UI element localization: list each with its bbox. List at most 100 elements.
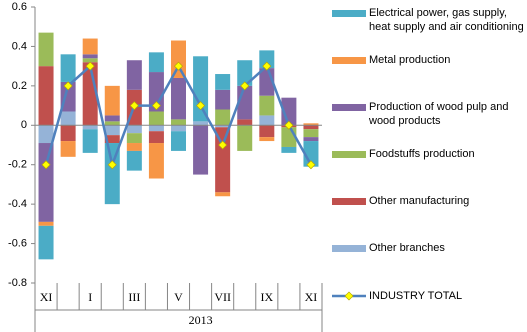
bar-segment <box>259 95 275 116</box>
bar-segment <box>303 137 319 142</box>
legend-swatch <box>332 291 366 301</box>
bar-segment <box>104 85 120 116</box>
bar-segment <box>148 125 164 132</box>
bar-segment <box>193 121 209 126</box>
legend-label: Metal production <box>369 54 451 66</box>
bar-segment <box>281 146 297 153</box>
bar-segment <box>148 143 164 179</box>
y-tick-label: 0.6 <box>12 1 27 13</box>
bar-segment <box>171 131 186 151</box>
x-tick-label: III <box>128 290 140 304</box>
bar-segment <box>104 135 120 144</box>
legend-label: Other branches <box>369 242 445 254</box>
legend-swatch <box>332 151 366 158</box>
bar-segment <box>215 74 231 90</box>
bar-segment <box>60 54 76 82</box>
bar-segment <box>38 32 54 67</box>
bar-segment <box>126 133 142 144</box>
y-tick-label: -0.6 <box>8 237 27 249</box>
total-marker <box>284 120 294 130</box>
bar-segment <box>104 121 120 126</box>
y-tick-label: -0.8 <box>8 277 27 289</box>
x-tick-label: V <box>174 290 183 304</box>
y-tick-label: 0.2 <box>12 80 27 92</box>
total-marker <box>240 81 250 91</box>
bar-segment <box>148 72 164 112</box>
bar-segment <box>215 109 231 126</box>
bar-segment <box>38 221 54 226</box>
legend-swatch <box>332 57 366 64</box>
bar-segment <box>126 143 142 151</box>
total-marker <box>63 81 73 91</box>
x-tick-label: IX <box>260 290 273 304</box>
bar-segment <box>259 137 275 142</box>
bar-segment <box>82 54 98 59</box>
legend-label: Electrical power, gas supply, heat suppl… <box>369 7 524 33</box>
legend-label: INDUSTRY TOTAL <box>369 290 463 302</box>
total-marker <box>85 61 95 71</box>
total-marker <box>151 101 161 111</box>
bar-segment <box>215 127 231 193</box>
bar-segment <box>259 125 275 138</box>
bar-segment <box>60 81 76 112</box>
bar-segment <box>60 141 76 157</box>
total-marker <box>306 160 316 170</box>
bar-segment <box>215 192 231 197</box>
x-tick-label: VII <box>214 290 231 304</box>
bar-segment <box>215 125 231 128</box>
bar-segment <box>82 38 98 55</box>
bar-segment <box>259 115 275 126</box>
x-group-label: 2013 <box>189 313 213 327</box>
bar-segment <box>82 58 98 63</box>
total-marker <box>129 101 139 111</box>
bar-segment <box>104 115 120 122</box>
legend-swatch <box>332 10 366 17</box>
legend-swatch <box>332 245 366 252</box>
y-tick-label: -0.2 <box>8 159 27 171</box>
bar-segment <box>38 125 54 144</box>
bar-segment <box>104 143 120 205</box>
legend-label: Other manufacturing <box>369 195 470 207</box>
x-tick-label: XI <box>305 290 318 304</box>
bar-segment <box>148 52 164 73</box>
legend-label: Foodstuffs production <box>369 148 475 160</box>
bar-segment <box>259 50 275 69</box>
bar-segment <box>82 129 98 153</box>
bar-segment <box>60 125 76 142</box>
total-marker <box>218 140 228 150</box>
bar-segment <box>38 66 54 126</box>
bar-segment <box>237 60 253 86</box>
bar-segment <box>215 89 231 110</box>
bar-segment <box>126 150 142 171</box>
bar-segment <box>237 119 253 126</box>
legend-swatch <box>332 198 366 205</box>
x-tick-label: I <box>88 290 92 304</box>
x-tick-label: XI <box>40 290 53 304</box>
bar-segment <box>171 125 186 132</box>
bar-segment <box>237 125 253 151</box>
bar-segment <box>171 40 186 78</box>
bar-segment <box>148 131 164 144</box>
y-tick-label: 0.4 <box>12 40 27 52</box>
bar-segment <box>38 143 54 222</box>
bar-segment <box>303 123 319 126</box>
bar-segment <box>148 111 164 126</box>
bar-segment <box>126 60 142 90</box>
bar-segment <box>171 119 186 126</box>
bar-segment <box>104 125 120 136</box>
total-marker <box>41 160 51 170</box>
bar-segment <box>171 77 186 120</box>
bar-segment <box>193 125 209 175</box>
y-tick-label: 0 <box>21 119 27 131</box>
legend-swatch <box>332 104 366 111</box>
total-marker <box>107 160 117 170</box>
y-tick-label: -0.4 <box>8 198 27 210</box>
bar-segment <box>126 125 142 134</box>
total-marker <box>174 61 183 71</box>
bar-segment <box>193 56 209 122</box>
total-marker <box>196 101 206 111</box>
bar-segment <box>82 125 98 130</box>
bar-segment <box>303 129 319 138</box>
bar-segment <box>38 225 54 260</box>
